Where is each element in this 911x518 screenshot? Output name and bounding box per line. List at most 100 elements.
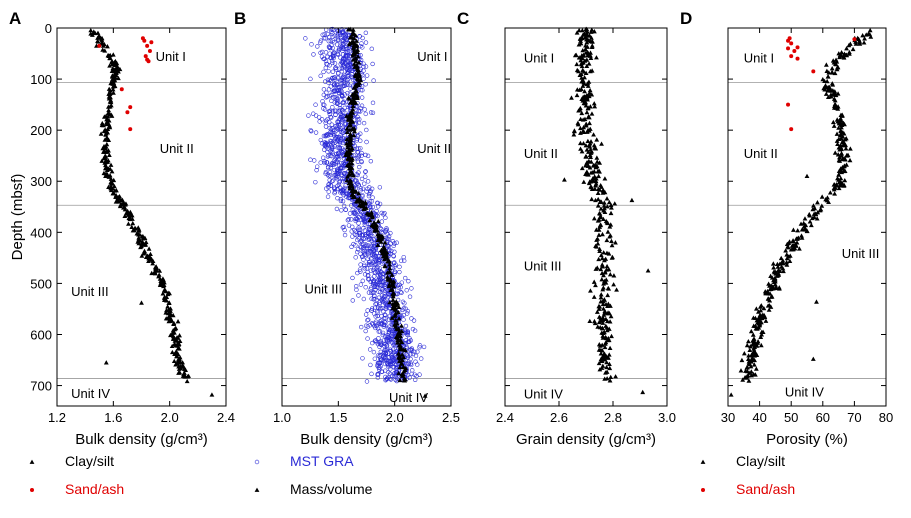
- data-point: [348, 165, 354, 170]
- data-point: [343, 35, 348, 41]
- data-point: [309, 42, 314, 47]
- data-point: [595, 203, 601, 208]
- data-point: [157, 276, 163, 281]
- series-clay-silt: [88, 27, 215, 397]
- data-point: [593, 164, 599, 169]
- data-point: [374, 323, 379, 329]
- data-point: [601, 250, 607, 255]
- data-point: [325, 77, 331, 83]
- data-point: [579, 27, 585, 33]
- data-point: [601, 281, 606, 286]
- y-tick-label: 600: [30, 327, 52, 342]
- data-point: [838, 115, 843, 121]
- data-point: [113, 68, 119, 73]
- data-point: [181, 370, 187, 375]
- data-point: [331, 162, 336, 167]
- data-point: [351, 44, 357, 50]
- data-point: [753, 323, 758, 328]
- data-point: [396, 358, 402, 364]
- data-point: [346, 64, 351, 69]
- data-point: [408, 362, 414, 368]
- legend-label: MST GRA: [290, 453, 354, 469]
- data-point: [588, 159, 594, 164]
- data-point: [588, 170, 594, 175]
- data-point: [139, 253, 145, 258]
- unit-label: Unit IV: [524, 387, 563, 402]
- data-point: [387, 259, 392, 264]
- data-point: [327, 51, 332, 56]
- data-point: [837, 133, 843, 138]
- data-point: [395, 309, 401, 315]
- data-point: [373, 321, 378, 326]
- data-point: [99, 158, 105, 163]
- data-point: [374, 278, 380, 284]
- data-point: [363, 312, 369, 317]
- plot-frame: [504, 27, 668, 407]
- x-tick-label: 2.5: [442, 410, 460, 425]
- data-point: [355, 47, 361, 52]
- data-point: [787, 239, 792, 244]
- x-tick-label: 2.8: [604, 410, 622, 425]
- data-point: [100, 145, 106, 151]
- data-point: [330, 109, 336, 114]
- data-point: [596, 306, 602, 311]
- data-point: [611, 273, 617, 278]
- data-point: [341, 46, 346, 51]
- data-point: [386, 283, 392, 289]
- data-point: [840, 165, 846, 170]
- data-point: [600, 330, 606, 335]
- data-point: [602, 209, 608, 215]
- data-point: [608, 303, 613, 308]
- data-point: [306, 113, 311, 118]
- data-point: [387, 336, 393, 341]
- data-point: [339, 94, 345, 99]
- data-point: [385, 231, 390, 237]
- data-point: [596, 342, 602, 347]
- data-point: [369, 321, 375, 326]
- data-point: [339, 208, 344, 213]
- plot-frame: [281, 27, 452, 407]
- data-point: [585, 50, 591, 56]
- data-point: [366, 262, 372, 267]
- data-point: [354, 138, 360, 143]
- data-point: [370, 195, 375, 200]
- data-point: [592, 104, 598, 109]
- data-point: [763, 318, 769, 323]
- data-point: [341, 75, 346, 80]
- data-point: [771, 265, 777, 270]
- data-point: [375, 200, 380, 205]
- data-point: [346, 114, 352, 119]
- series-grain-density: [562, 26, 651, 395]
- x-tick-label: 70: [847, 410, 861, 425]
- data-point: [358, 57, 364, 63]
- data-point: [601, 200, 607, 205]
- data-point: [106, 148, 111, 153]
- data-point: [383, 320, 388, 325]
- data-point: [176, 370, 181, 375]
- data-point: [339, 108, 345, 113]
- data-point: [591, 142, 597, 148]
- data-point: [598, 351, 604, 356]
- data-point: [391, 260, 397, 266]
- data-point: [604, 196, 610, 201]
- data-point: [334, 128, 339, 133]
- data-point: [402, 301, 407, 306]
- data-point: [355, 67, 361, 72]
- data-point: [834, 131, 840, 136]
- data-point: [343, 45, 349, 50]
- data-point: [585, 97, 590, 102]
- data-point: [824, 68, 830, 73]
- data-point: [839, 113, 845, 118]
- data-point: [110, 87, 116, 92]
- data-point: [321, 69, 326, 75]
- data-point: [363, 111, 368, 117]
- data-point: [303, 36, 308, 41]
- data-point: [330, 51, 336, 57]
- data-point: [756, 309, 761, 314]
- data-point: [600, 333, 606, 338]
- plot-frame: [56, 27, 227, 407]
- data-point: [837, 147, 843, 152]
- data-point: [365, 324, 371, 329]
- unit-label: Unit II: [417, 141, 451, 156]
- data-point: [377, 360, 383, 366]
